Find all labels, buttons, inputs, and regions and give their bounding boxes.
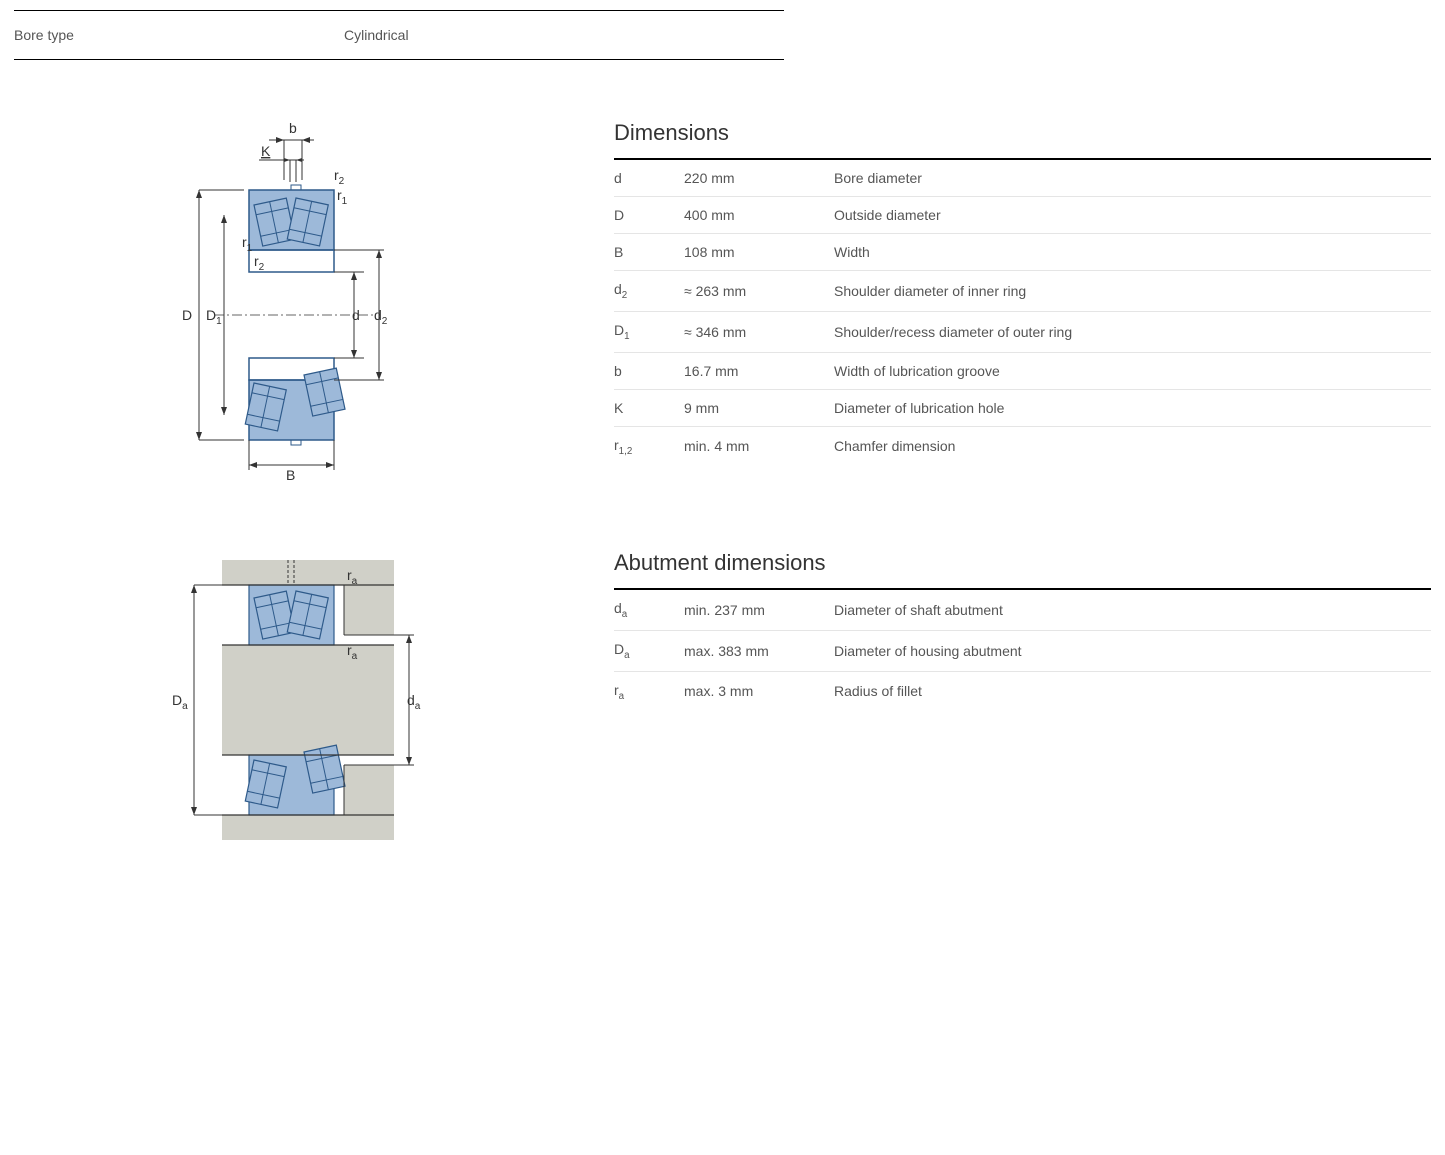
dim-desc: Diameter of shaft abutment — [834, 602, 1431, 618]
dim-desc: Chamfer dimension — [834, 438, 1431, 454]
dim-value: min. 237 mm — [684, 602, 834, 618]
table-row: d2≈ 263 mmShoulder diameter of inner rin… — [614, 271, 1431, 312]
table-row: r1,2min. 4 mmChamfer dimension — [614, 427, 1431, 467]
bore-type-row: Bore type Cylindrical — [14, 10, 784, 60]
dim-value: 16.7 mm — [684, 363, 834, 379]
dim-value: 9 mm — [684, 400, 834, 416]
dim-desc: Width of lubrication groove — [834, 363, 1431, 379]
bearing-diagram-icon: D D1 d d2 B — [154, 120, 434, 490]
table-row: D400 mmOutside diameter — [614, 197, 1431, 234]
svg-text:D: D — [182, 307, 192, 323]
table-row: damin. 237 mmDiameter of shaft abutment — [614, 590, 1431, 631]
dimensions-title: Dimensions — [614, 120, 1431, 146]
dim-value: ≈ 346 mm — [684, 324, 834, 340]
svg-text:r2: r2 — [334, 167, 345, 187]
dim-symbol: Da — [614, 641, 684, 661]
dim-desc: Shoulder/recess diameter of outer ring — [834, 324, 1431, 340]
dim-value: ≈ 263 mm — [684, 283, 834, 299]
dim-desc: Radius of fillet — [834, 683, 1431, 699]
dim-value: 400 mm — [684, 207, 834, 223]
svg-text:b: b — [289, 120, 297, 136]
svg-text:K: K — [261, 143, 271, 159]
abutment-diagram-icon: Da da ra ra — [154, 550, 434, 850]
dim-desc: Shoulder diameter of inner ring — [834, 283, 1431, 299]
dim-value: 220 mm — [684, 170, 834, 186]
bore-type-value: Cylindrical — [344, 27, 409, 43]
dim-desc: Diameter of housing abutment — [834, 643, 1431, 659]
table-row: B108 mmWidth — [614, 234, 1431, 271]
dim-desc: Width — [834, 244, 1431, 260]
svg-text:r2: r2 — [254, 253, 265, 273]
dim-symbol: K — [614, 400, 684, 416]
dim-symbol: r1,2 — [614, 437, 684, 457]
dim-value: max. 3 mm — [684, 683, 834, 699]
dim-value: 108 mm — [684, 244, 834, 260]
dim-symbol: b — [614, 363, 684, 379]
dim-symbol: da — [614, 600, 684, 620]
dimensions-table: d220 mmBore diameterD400 mmOutside diame… — [614, 158, 1431, 466]
svg-text:Da: Da — [172, 692, 188, 712]
dim-desc: Outside diameter — [834, 207, 1431, 223]
dim-symbol: B — [614, 244, 684, 260]
abutment-table: damin. 237 mmDiameter of shaft abutmentD… — [614, 588, 1431, 711]
dim-desc: Diameter of lubrication hole — [834, 400, 1431, 416]
dim-symbol: ra — [614, 682, 684, 702]
svg-text:d: d — [352, 307, 360, 323]
table-row: Damax. 383 mmDiameter of housing abutmen… — [614, 631, 1431, 672]
dim-value: min. 4 mm — [684, 438, 834, 454]
svg-text:B: B — [286, 467, 295, 483]
dim-symbol: D1 — [614, 322, 684, 342]
table-row: d220 mmBore diameter — [614, 160, 1431, 197]
svg-text:D1: D1 — [206, 307, 222, 327]
table-row: ramax. 3 mmRadius of fillet — [614, 672, 1431, 712]
table-row: K9 mmDiameter of lubrication hole — [614, 390, 1431, 427]
dim-symbol: d — [614, 170, 684, 186]
svg-text:d2: d2 — [374, 307, 388, 327]
dim-symbol: d2 — [614, 281, 684, 301]
dim-symbol: D — [614, 207, 684, 223]
bore-type-label: Bore type — [14, 27, 344, 43]
table-row: b16.7 mmWidth of lubrication groove — [614, 353, 1431, 390]
dim-value: max. 383 mm — [684, 643, 834, 659]
dim-desc: Bore diameter — [834, 170, 1431, 186]
abutment-title: Abutment dimensions — [614, 550, 1431, 576]
table-row: D1≈ 346 mmShoulder/recess diameter of ou… — [614, 312, 1431, 353]
svg-text:r1: r1 — [337, 187, 348, 207]
